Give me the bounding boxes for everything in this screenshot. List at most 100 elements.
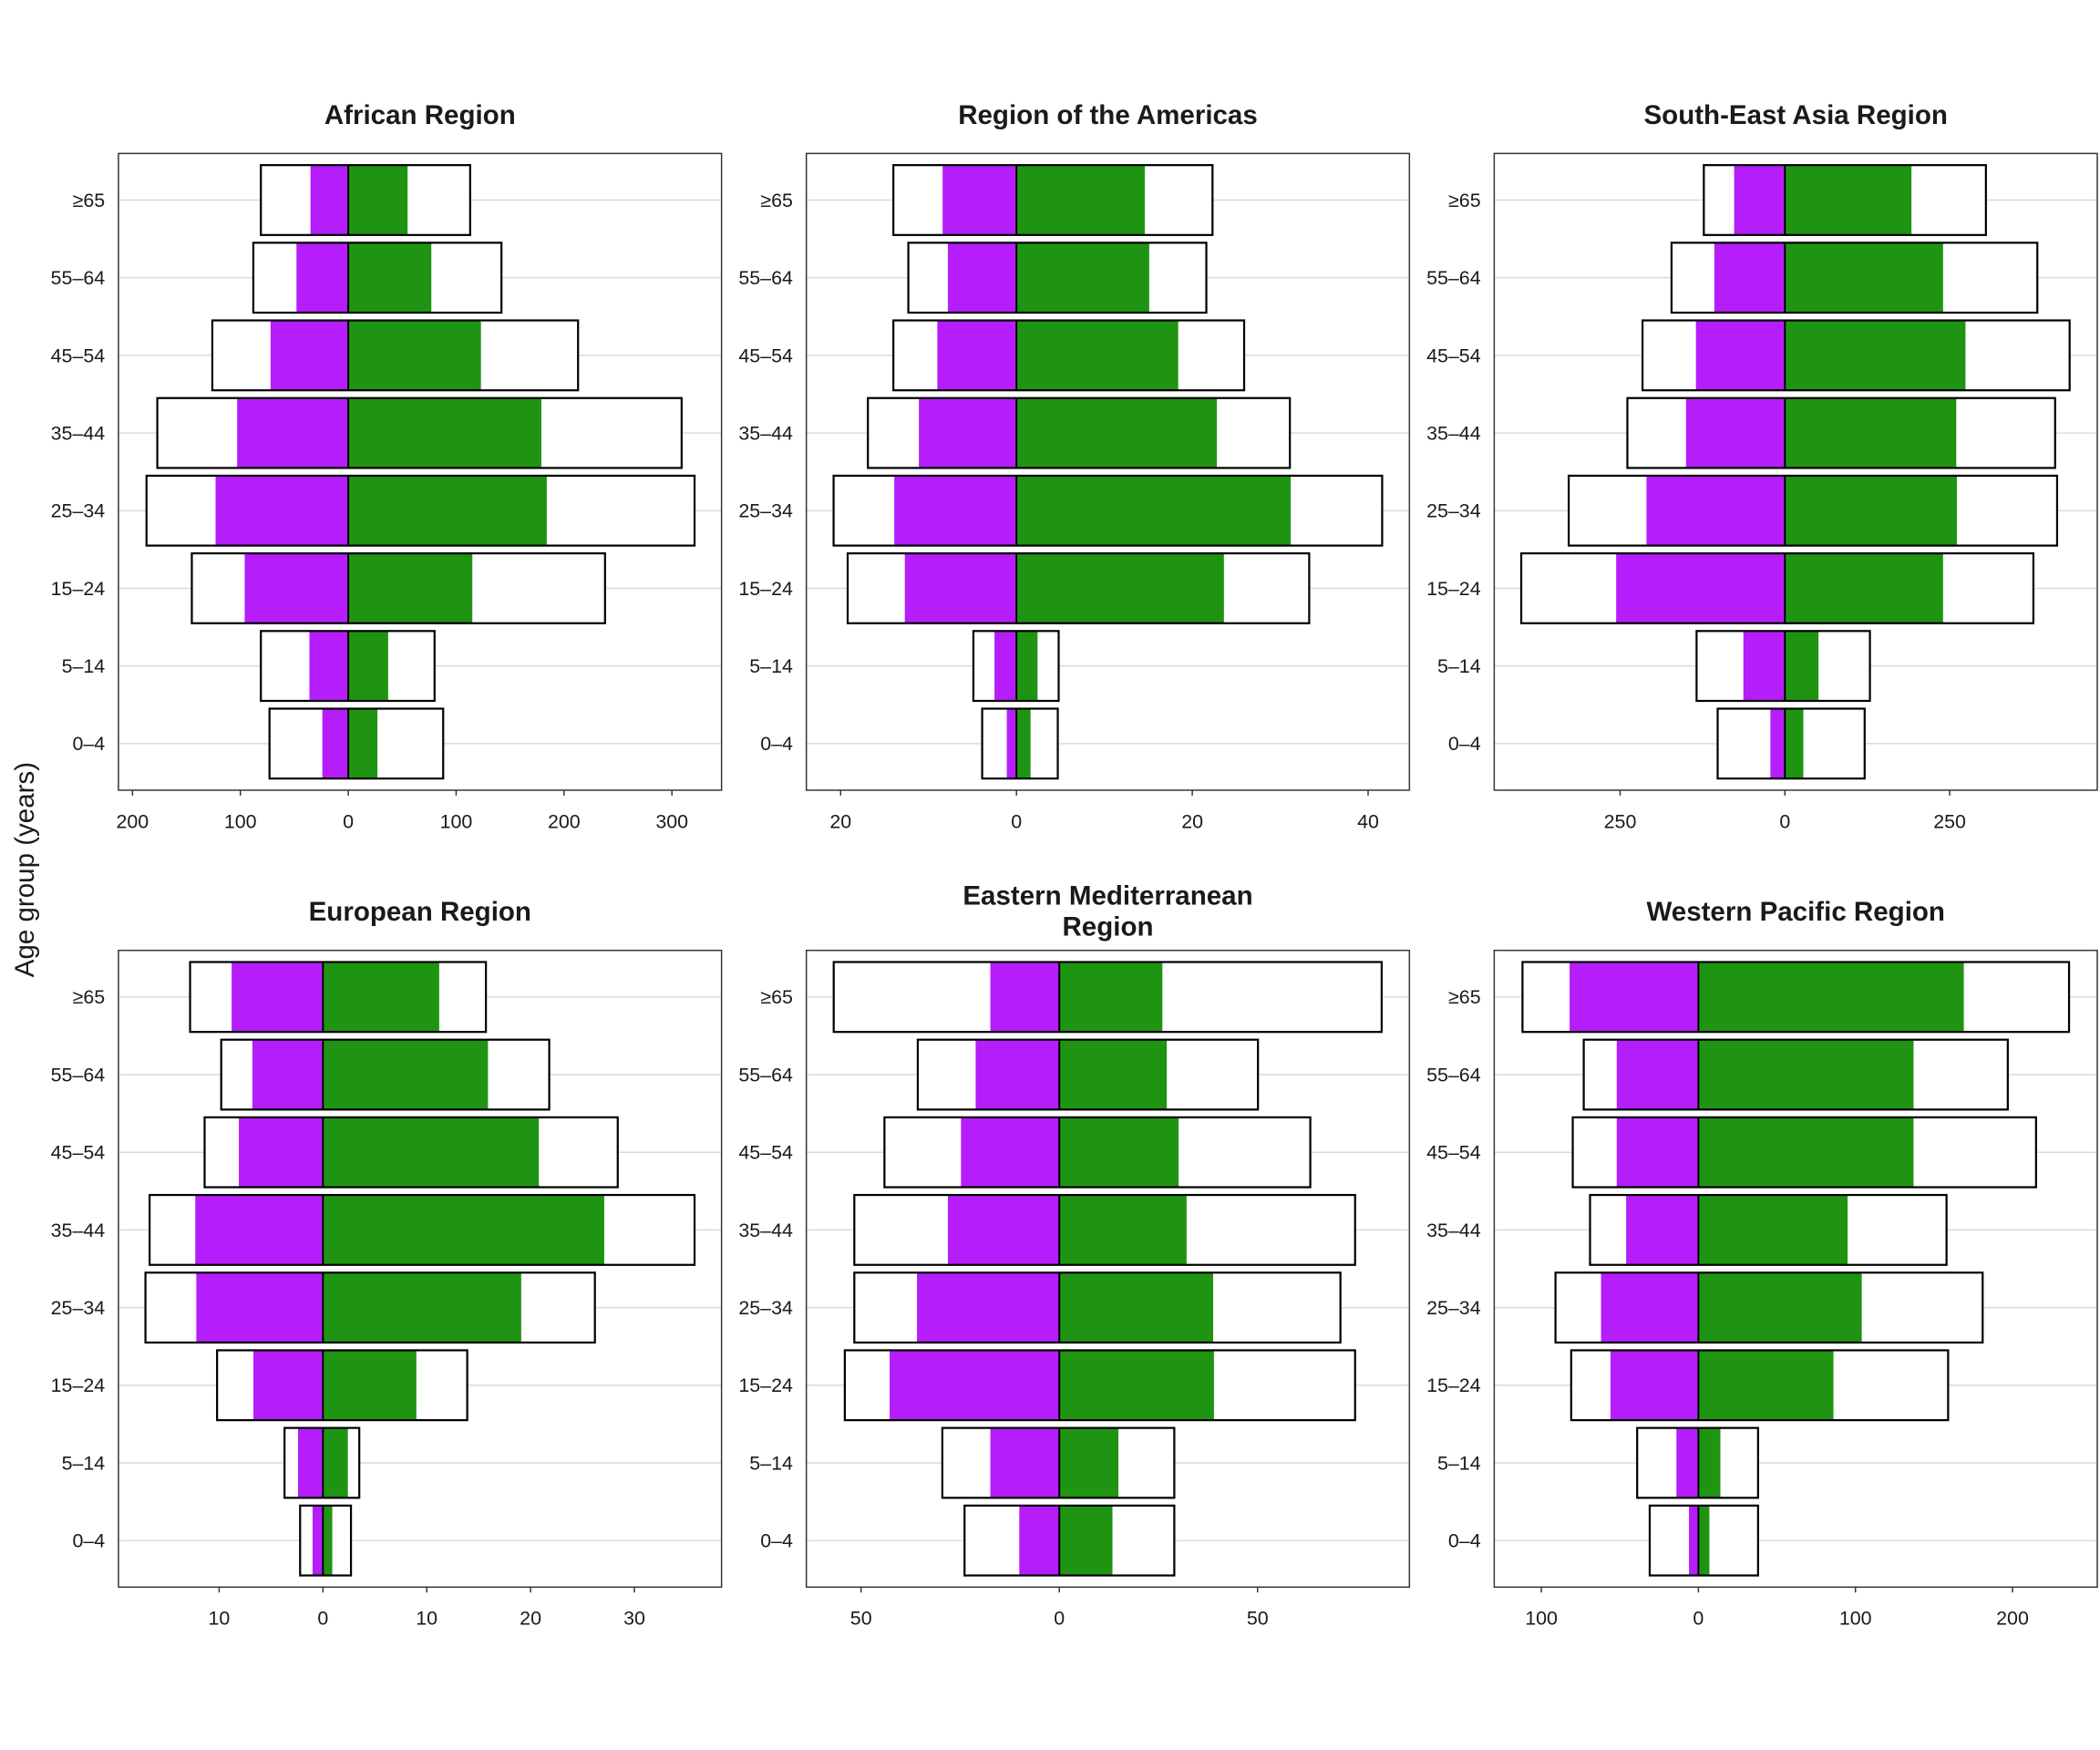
left-filled-bar	[310, 165, 349, 235]
y-tick-label: 35–44	[1426, 422, 1481, 444]
left-filled-bar	[215, 475, 349, 546]
y-tick-label: 25–34	[51, 500, 106, 522]
right-filled-bar	[1785, 631, 1819, 701]
y-tick-label: ≥65	[73, 986, 106, 1008]
panel-4: Eastern Mediterranean Region ≥65 55–64 45–54…	[738, 880, 1411, 1630]
y-tick-label: ≥65	[760, 986, 793, 1008]
left-filled-bar	[1685, 397, 1786, 468]
outline-bar	[145, 474, 696, 547]
outline-bar	[211, 319, 580, 392]
right-filled-bar	[1059, 1505, 1113, 1576]
y-axis-label: Age group (years)	[10, 762, 40, 977]
left-filled-bar	[252, 1039, 324, 1110]
left-filled-bar	[1570, 962, 1699, 1033]
left-filled-bar	[1616, 1117, 1699, 1188]
outline-bar	[916, 1038, 1260, 1111]
outline-bar	[832, 474, 1384, 547]
outline-bar	[941, 1426, 1176, 1499]
right-filled-bar	[323, 1350, 417, 1421]
outline-bar	[1636, 1426, 1759, 1499]
left-filled-bar	[942, 165, 1017, 235]
outline-bar	[189, 961, 488, 1034]
outline-bar	[1570, 1349, 1950, 1422]
right-filled-bar	[1785, 553, 1943, 623]
left-filled-bar	[1616, 1039, 1699, 1110]
y-tick-label: 5–14	[1437, 1452, 1481, 1474]
left-filled-bar	[937, 320, 1017, 391]
x-tick-label: 200	[548, 810, 581, 832]
panel-title-line: Region	[1062, 911, 1153, 942]
x-tick-label: 10	[416, 1608, 438, 1630]
y-tick-label: 15–24	[51, 1374, 106, 1396]
y-tick-label: 25–34	[1426, 1297, 1481, 1319]
x-tick-label: 50	[1247, 1608, 1269, 1630]
y-tick-label: 55–64	[738, 267, 793, 289]
outline-bar	[1703, 164, 1987, 236]
outline-bar	[144, 1271, 596, 1344]
panel-5: Western Pacific Region ≥65 55–64 45–54 35–44…	[1426, 897, 2098, 1630]
left-filled-bar	[919, 397, 1017, 468]
x-tick-label: 100	[440, 810, 473, 832]
right-filled-bar	[323, 962, 439, 1033]
x-tick-label: 50	[850, 1608, 872, 1630]
outline-bar	[149, 1193, 696, 1266]
y-tick-label: 0–4	[760, 733, 793, 755]
left-filled-bar	[296, 242, 349, 314]
y-tick-label: 35–44	[51, 422, 106, 444]
right-filled-bar	[1059, 1117, 1179, 1188]
left-filled-bar	[1695, 320, 1786, 391]
right-filled-bar	[348, 165, 408, 235]
x-tick-label: 0	[1054, 1608, 1065, 1630]
outline-bar	[1716, 707, 1866, 780]
right-filled-bar	[1785, 242, 1943, 314]
right-filled-bar	[323, 1195, 604, 1265]
y-tick-label: 0–4	[1448, 733, 1481, 755]
right-filled-bar	[1785, 320, 1966, 391]
outline-bar	[1695, 630, 1871, 703]
outline-bar	[216, 1349, 468, 1422]
outline-bar	[220, 1038, 551, 1111]
panel-border	[118, 152, 723, 791]
outline-bar	[203, 1116, 619, 1189]
x-tick-label: 100	[1839, 1608, 1872, 1630]
panel-3: European Region ≥65 55–64 45–54 35–44 25–34 15…	[51, 897, 723, 1630]
panel-title: South-East Asia Region	[1643, 100, 1947, 130]
outline-bar	[1571, 1116, 2037, 1189]
left-filled-bar	[237, 397, 349, 468]
outline-bar	[963, 1504, 1176, 1577]
left-filled-bar	[1676, 1427, 1699, 1498]
panel-title: Region of the Americas	[958, 100, 1258, 130]
left-filled-bar	[1689, 1505, 1699, 1576]
y-tick-label: 45–54	[738, 1142, 793, 1164]
right-filled-bar	[1785, 475, 1958, 546]
left-filled-bar	[1616, 553, 1786, 623]
right-filled-bar	[1016, 320, 1179, 391]
outline-bar	[843, 1349, 1356, 1422]
outline-bar	[1567, 474, 2059, 547]
y-tick-label: 25–34	[738, 500, 793, 522]
y-tick-label: 45–54	[51, 345, 106, 366]
y-tick-label: 15–24	[51, 578, 106, 600]
y-tick-label: 55–64	[1426, 1064, 1481, 1086]
left-filled-bar	[994, 631, 1017, 701]
right-filled-bar	[348, 475, 547, 546]
x-tick-label: 30	[623, 1608, 645, 1630]
right-filled-bar	[348, 708, 378, 779]
right-filled-bar	[1698, 1195, 1848, 1265]
panel-border	[118, 949, 723, 1589]
left-filled-bar	[1006, 708, 1017, 779]
outline-bar	[1648, 1504, 1759, 1577]
y-tick-label: 55–64	[1426, 267, 1481, 289]
right-filled-bar	[1785, 165, 1912, 235]
x-tick-label: 10	[209, 1608, 231, 1630]
y-tick-label: 5–14	[1437, 655, 1481, 677]
left-filled-bar	[947, 242, 1017, 314]
y-tick-label: 55–64	[51, 267, 106, 289]
left-filled-bar	[232, 962, 324, 1033]
outline-bar	[981, 707, 1059, 780]
outline-bar	[283, 1426, 361, 1499]
y-tick-label: 15–24	[738, 578, 793, 600]
right-filled-bar	[348, 320, 481, 391]
panel-border	[805, 152, 1411, 791]
panel-title-line: Eastern Mediterranean	[962, 880, 1252, 911]
